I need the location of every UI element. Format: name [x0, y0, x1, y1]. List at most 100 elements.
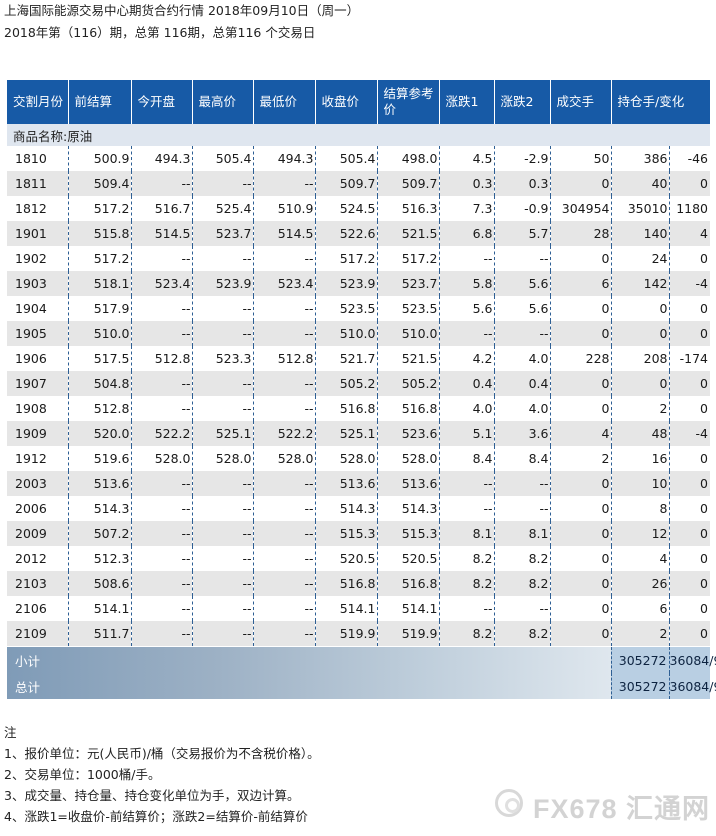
- cell-high: --: [192, 396, 254, 421]
- cell-close: 521.7: [315, 346, 378, 371]
- table-row: 1901 515.8 514.5 523.7 514.5 522.6 521.5 6.8 5.7…: [7, 221, 710, 246]
- cell-change2: 0.4: [494, 371, 551, 396]
- cell-close: 505.2: [315, 371, 378, 396]
- cell-high: 523.3: [192, 346, 254, 371]
- cell-low: 522.2: [253, 421, 316, 446]
- table-row: 2103 508.6 -- -- -- 516.8 516.8 8.2 8.2 0 26 0: [7, 571, 710, 596]
- cell-change2: 8.2: [494, 546, 551, 571]
- cell-low: --: [253, 621, 316, 647]
- summary-open-interest: 36084/956: [668, 673, 716, 699]
- cell-settle-ref: 516.8: [377, 571, 440, 596]
- cell-close: 516.8: [315, 396, 378, 421]
- cell-close: 517.2: [315, 246, 378, 271]
- cell-delivery-month: 1907: [7, 371, 69, 396]
- cell-change2: 5.6: [494, 296, 551, 321]
- cell-change1: --: [439, 596, 495, 621]
- cell-prev-settle: 520.0: [68, 421, 132, 446]
- col-header-open: 今开盘: [131, 80, 193, 124]
- cell-change1: 5.8: [439, 271, 495, 296]
- cell-delivery-month: 1901: [7, 221, 69, 246]
- col-header-low: 最低价: [253, 80, 316, 124]
- cell-volume: 6: [550, 271, 612, 296]
- cell-volume: 0: [550, 621, 612, 647]
- cell-change2: -2.9: [494, 146, 551, 171]
- cell-delivery-month: 2109: [7, 621, 69, 647]
- cell-low: 510.9: [253, 196, 316, 221]
- cell-settle-ref: 514.1: [377, 596, 440, 621]
- cell-low: --: [253, 546, 316, 571]
- cell-settle-ref: 517.2: [377, 246, 440, 271]
- cell-close: 505.4: [315, 146, 378, 171]
- cell-high: --: [192, 621, 254, 647]
- cell-high: --: [192, 496, 254, 521]
- cell-change2: 8.1: [494, 521, 551, 546]
- cell-settle-ref: 516.8: [377, 396, 440, 421]
- cell-delivery-month: 1906: [7, 346, 69, 371]
- cell-open-interest: 140: [611, 221, 670, 246]
- cell-change2: --: [494, 496, 551, 521]
- cell-high: 528.0: [192, 446, 254, 471]
- cell-change1: 0.4: [439, 371, 495, 396]
- cell-close: 514.1: [315, 596, 378, 621]
- cell-close: 513.6: [315, 471, 378, 496]
- cell-change1: 8.2: [439, 621, 495, 647]
- cell-close: 509.7: [315, 171, 378, 196]
- cell-open-interest: 24: [611, 246, 670, 271]
- cell-oi-change: 0: [669, 371, 710, 396]
- cell-open: 514.5: [131, 221, 193, 246]
- cell-settle-ref: 528.0: [377, 446, 440, 471]
- cell-prev-settle: 517.5: [68, 346, 132, 371]
- cell-oi-change: -4: [669, 421, 710, 446]
- cell-open-interest: 40: [611, 171, 670, 196]
- cell-change1: 4.5: [439, 146, 495, 171]
- cell-prev-settle: 519.6: [68, 446, 132, 471]
- cell-change2: --: [494, 321, 551, 346]
- cell-change1: --: [439, 496, 495, 521]
- cell-high: --: [192, 321, 254, 346]
- cell-delivery-month: 2103: [7, 571, 69, 596]
- cell-volume: 28: [550, 221, 612, 246]
- summary-volume: 305272: [610, 673, 669, 699]
- cell-open-interest: 26: [611, 571, 670, 596]
- cell-close: 523.9: [315, 271, 378, 296]
- cell-oi-change: -174: [669, 346, 710, 371]
- col-header-high: 最高价: [192, 80, 254, 124]
- cell-close: 525.1: [315, 421, 378, 446]
- cell-high: --: [192, 371, 254, 396]
- table-row: 2012 512.3 -- -- -- 520.5 520.5 8.2 8.2 0 4 0: [7, 546, 710, 571]
- cell-delivery-month: 1909: [7, 421, 69, 446]
- cell-change2: 5.6: [494, 271, 551, 296]
- table-row: 1905 510.0 -- -- -- 510.0 510.0 -- -- 0 0 0: [7, 321, 710, 346]
- cell-change1: 8.2: [439, 571, 495, 596]
- cell-change1: 8.2: [439, 546, 495, 571]
- cell-delivery-month: 1904: [7, 296, 69, 321]
- cell-delivery-month: 1903: [7, 271, 69, 296]
- cell-prev-settle: 512.3: [68, 546, 132, 571]
- cell-low: --: [253, 296, 316, 321]
- cell-change1: --: [439, 471, 495, 496]
- note-line: 1、报价单位：元(人民币)/桶（交易报价为不含税价格）。: [4, 746, 320, 761]
- cell-delivery-month: 1908: [7, 396, 69, 421]
- cell-high: 523.9: [192, 271, 254, 296]
- cell-open: --: [131, 571, 193, 596]
- cell-high: --: [192, 471, 254, 496]
- cell-prev-settle: 515.8: [68, 221, 132, 246]
- table-row: 1908 512.8 -- -- -- 516.8 516.8 4.0 4.0 0 2 0: [7, 396, 710, 421]
- cell-oi-change: 1180: [669, 196, 710, 221]
- cell-open: 528.0: [131, 446, 193, 471]
- cell-delivery-month: 1905: [7, 321, 69, 346]
- cell-low: 523.4: [253, 271, 316, 296]
- cell-open-interest: 386: [611, 146, 670, 171]
- cell-open: --: [131, 521, 193, 546]
- cell-volume: 304954: [550, 196, 612, 221]
- cell-oi-change: 0: [669, 296, 710, 321]
- cell-open: --: [131, 546, 193, 571]
- cell-volume: 2: [550, 446, 612, 471]
- cell-volume: 0: [550, 296, 612, 321]
- cell-low: 512.8: [253, 346, 316, 371]
- cell-change2: --: [494, 596, 551, 621]
- col-header-open-interest: 持仓手/变化: [611, 80, 710, 124]
- cell-delivery-month: 1912: [7, 446, 69, 471]
